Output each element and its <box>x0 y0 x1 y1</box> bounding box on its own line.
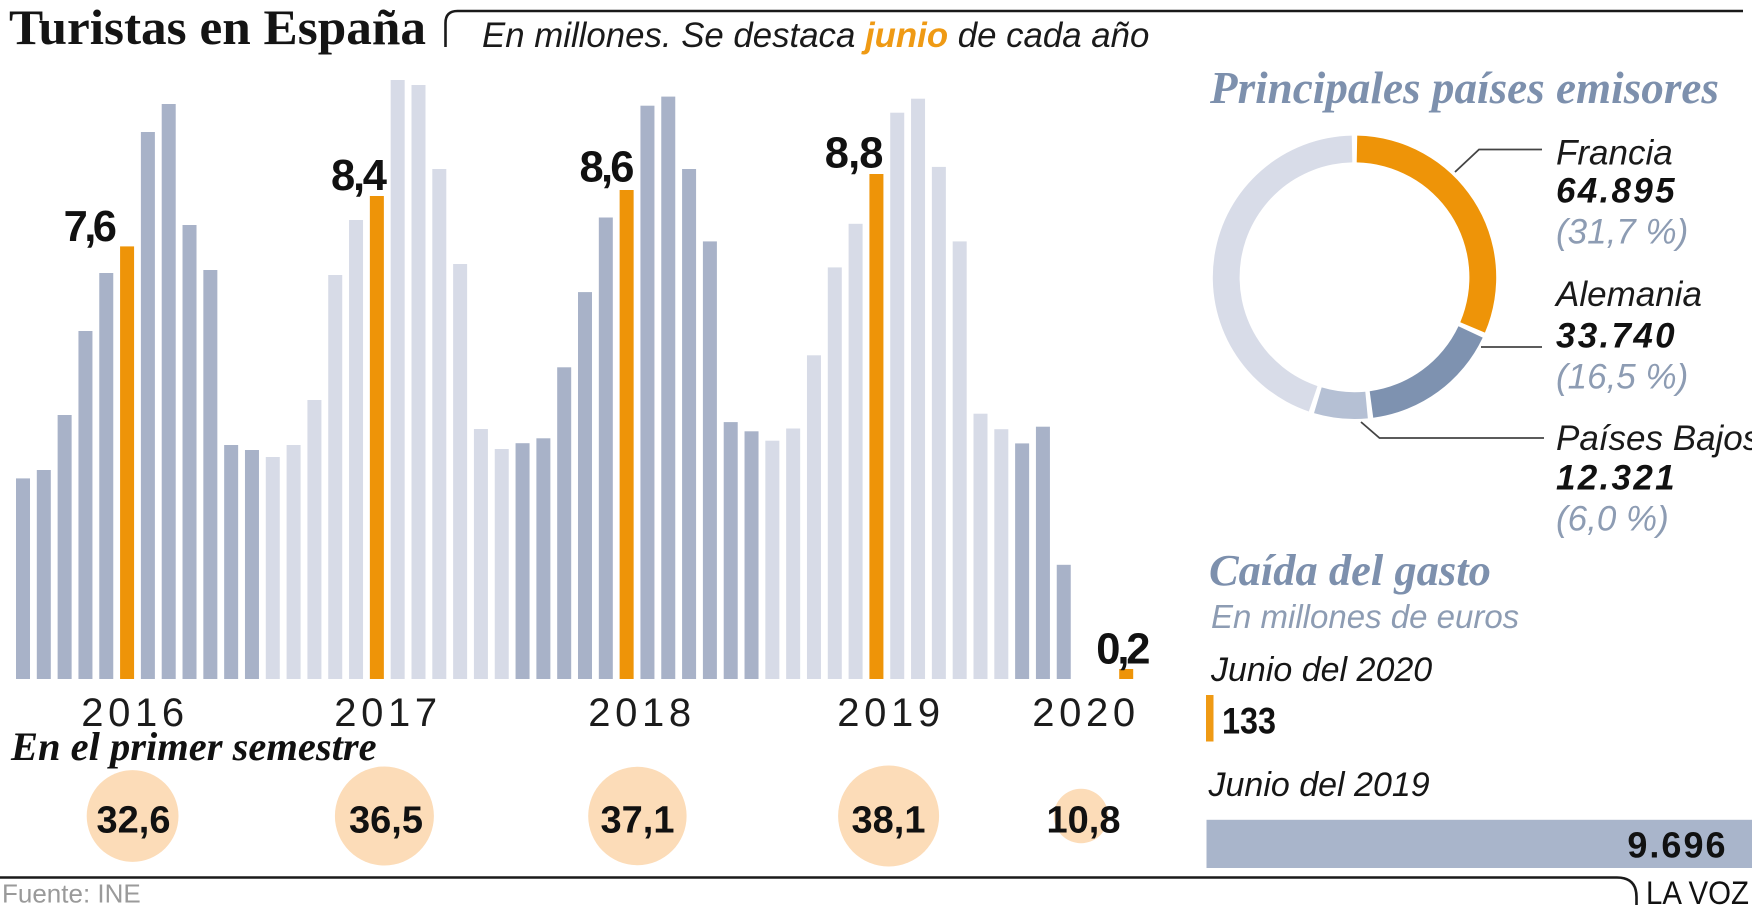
svg-text:12.321: 12.321 <box>1556 459 1677 498</box>
svg-text:En millones. Se destaca junio: En millones. Se destaca junio de cada añ… <box>482 16 1149 55</box>
svg-text:133: 133 <box>1222 701 1276 742</box>
svg-text:8,6: 8,6 <box>580 144 635 192</box>
svg-text:Fuente: INE: Fuente: INE <box>2 879 141 909</box>
svg-text:(31,7 %): (31,7 %) <box>1556 213 1688 252</box>
svg-text:Países Bajos: Países Bajos <box>1556 419 1752 458</box>
svg-text:8,4: 8,4 <box>331 152 387 200</box>
svg-text:Alemania: Alemania <box>1554 275 1702 314</box>
svg-text:2020: 2020 <box>1032 691 1139 735</box>
svg-text:2018: 2018 <box>588 691 695 735</box>
svg-text:Junio del 2020: Junio del 2020 <box>1210 651 1432 689</box>
svg-text:7,6: 7,6 <box>64 203 117 251</box>
svg-text:En el primer semestre: En el primer semestre <box>10 724 377 769</box>
svg-text:0,2: 0,2 <box>1096 626 1150 674</box>
svg-text:Caída del gasto: Caída del gasto <box>1209 545 1491 595</box>
svg-text:2019: 2019 <box>837 691 944 735</box>
svg-text:33.740: 33.740 <box>1556 316 1677 355</box>
svg-text:(16,5 %): (16,5 %) <box>1556 358 1688 397</box>
svg-text:64.895: 64.895 <box>1556 171 1677 210</box>
svg-text:8,8: 8,8 <box>825 130 884 178</box>
svg-text:37,1: 37,1 <box>601 800 675 842</box>
svg-text:2017: 2017 <box>334 691 441 735</box>
svg-text:32,6: 32,6 <box>97 800 171 842</box>
svg-text:38,1: 38,1 <box>852 800 926 842</box>
svg-text:9.696: 9.696 <box>1627 825 1727 866</box>
svg-text:(6,0 %): (6,0 %) <box>1556 500 1669 539</box>
svg-text:En millones de euros: En millones de euros <box>1211 598 1519 635</box>
svg-text:LA VOZ: LA VOZ <box>1646 875 1749 911</box>
svg-text:36,5: 36,5 <box>349 800 423 842</box>
svg-text:2016: 2016 <box>81 691 188 735</box>
svg-text:Francia: Francia <box>1556 134 1673 173</box>
svg-text:10,8: 10,8 <box>1047 800 1121 842</box>
svg-text:Principales países emisores: Principales países emisores <box>1209 63 1719 113</box>
svg-text:Junio del 2019: Junio del 2019 <box>1208 766 1430 804</box>
svg-text:Turistas en España: Turistas en España <box>9 0 426 55</box>
